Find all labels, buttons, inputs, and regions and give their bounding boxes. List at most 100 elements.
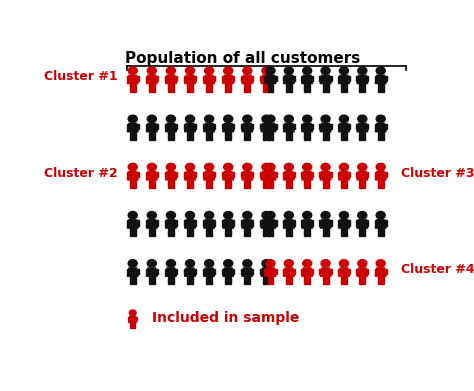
- Polygon shape: [149, 132, 151, 140]
- Polygon shape: [375, 124, 386, 132]
- Polygon shape: [155, 269, 158, 274]
- Polygon shape: [175, 172, 177, 178]
- Polygon shape: [308, 132, 310, 140]
- Polygon shape: [283, 75, 294, 84]
- Polygon shape: [136, 317, 137, 321]
- Circle shape: [303, 67, 312, 74]
- Polygon shape: [128, 75, 138, 84]
- Circle shape: [376, 67, 385, 74]
- Polygon shape: [384, 76, 387, 81]
- Circle shape: [185, 115, 194, 123]
- Polygon shape: [203, 124, 205, 129]
- Text: Included in sample: Included in sample: [152, 311, 299, 325]
- Polygon shape: [375, 268, 386, 276]
- Polygon shape: [338, 172, 340, 178]
- Circle shape: [128, 260, 137, 267]
- Polygon shape: [271, 180, 273, 188]
- Circle shape: [321, 212, 330, 219]
- Polygon shape: [264, 124, 267, 129]
- Polygon shape: [241, 124, 244, 129]
- Polygon shape: [149, 84, 151, 91]
- Polygon shape: [194, 172, 196, 178]
- Polygon shape: [311, 124, 313, 129]
- Polygon shape: [222, 124, 224, 129]
- Polygon shape: [149, 180, 151, 188]
- Circle shape: [205, 212, 214, 219]
- Circle shape: [224, 212, 233, 219]
- Polygon shape: [206, 180, 209, 188]
- Polygon shape: [267, 132, 269, 140]
- Polygon shape: [264, 180, 266, 188]
- Polygon shape: [265, 124, 276, 132]
- Polygon shape: [128, 124, 138, 132]
- Polygon shape: [384, 172, 387, 178]
- Circle shape: [147, 212, 156, 219]
- Polygon shape: [191, 84, 193, 91]
- Polygon shape: [251, 124, 254, 129]
- Polygon shape: [187, 276, 190, 284]
- Polygon shape: [308, 228, 310, 236]
- Polygon shape: [175, 269, 177, 274]
- Circle shape: [243, 260, 252, 267]
- Polygon shape: [206, 276, 209, 284]
- Polygon shape: [223, 124, 234, 132]
- Circle shape: [243, 67, 252, 74]
- Circle shape: [166, 67, 175, 74]
- Circle shape: [358, 260, 367, 267]
- Polygon shape: [264, 172, 267, 178]
- Polygon shape: [326, 132, 328, 140]
- Polygon shape: [363, 228, 365, 236]
- Polygon shape: [172, 84, 174, 91]
- Polygon shape: [229, 228, 231, 236]
- Polygon shape: [265, 268, 276, 276]
- Polygon shape: [210, 84, 212, 91]
- Polygon shape: [304, 132, 307, 140]
- Polygon shape: [133, 228, 136, 236]
- Polygon shape: [292, 269, 295, 274]
- Polygon shape: [356, 172, 358, 178]
- Polygon shape: [210, 180, 212, 188]
- Polygon shape: [264, 221, 267, 226]
- Polygon shape: [260, 76, 263, 81]
- Polygon shape: [289, 84, 292, 91]
- Polygon shape: [146, 269, 148, 274]
- Polygon shape: [187, 84, 190, 91]
- Polygon shape: [248, 84, 250, 91]
- Polygon shape: [149, 228, 151, 236]
- Circle shape: [284, 163, 293, 171]
- Circle shape: [284, 212, 293, 219]
- Polygon shape: [128, 172, 138, 180]
- Polygon shape: [204, 268, 215, 276]
- Polygon shape: [301, 124, 303, 129]
- Polygon shape: [267, 180, 269, 188]
- Polygon shape: [319, 76, 322, 81]
- Polygon shape: [283, 76, 285, 81]
- Polygon shape: [127, 124, 129, 129]
- Polygon shape: [311, 269, 313, 274]
- Polygon shape: [241, 269, 244, 274]
- Circle shape: [266, 163, 275, 171]
- Polygon shape: [289, 276, 292, 284]
- Polygon shape: [329, 124, 332, 129]
- Polygon shape: [165, 172, 167, 178]
- Circle shape: [262, 163, 271, 171]
- Polygon shape: [302, 268, 313, 276]
- Polygon shape: [283, 172, 285, 178]
- Polygon shape: [248, 228, 250, 236]
- Polygon shape: [320, 172, 331, 180]
- Polygon shape: [245, 276, 247, 284]
- Polygon shape: [341, 276, 344, 284]
- Polygon shape: [165, 76, 167, 81]
- Polygon shape: [225, 84, 228, 91]
- Circle shape: [128, 163, 137, 171]
- Polygon shape: [348, 124, 350, 129]
- Circle shape: [266, 212, 275, 219]
- Polygon shape: [302, 220, 313, 228]
- Circle shape: [262, 260, 271, 267]
- Circle shape: [166, 115, 175, 123]
- Circle shape: [147, 260, 156, 267]
- Polygon shape: [213, 124, 215, 129]
- Circle shape: [284, 260, 293, 267]
- Polygon shape: [210, 228, 212, 236]
- Circle shape: [303, 163, 312, 171]
